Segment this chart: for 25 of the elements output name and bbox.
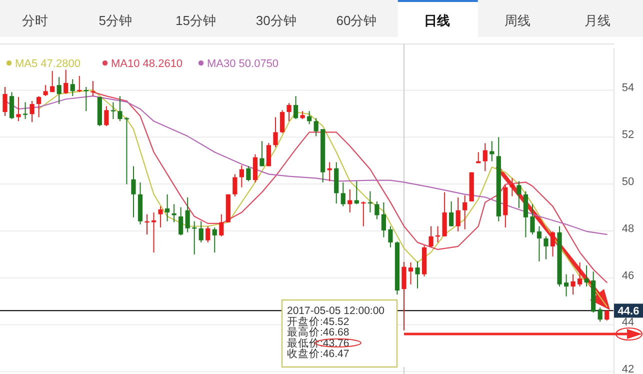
ref-line-label: 44.6 <box>618 306 640 318</box>
legend-label: MA5 47.2800 <box>15 58 80 70</box>
text: 60分钟 <box>336 13 377 28</box>
y-tick-label: 44 <box>622 316 634 329</box>
legend-label: MA30 50.0750 <box>207 58 279 70</box>
annotation: 开盘价:45.52 <box>287 316 350 328</box>
text: 15分钟 <box>176 13 216 28</box>
text: 周线 <box>504 13 530 28</box>
annotation: 收盘价:46.47 <box>287 348 350 360</box>
annotation: 最低价:43.76 <box>287 337 350 350</box>
y-tick-label: 50 <box>622 176 634 188</box>
text: 30分钟 <box>256 13 296 28</box>
legend-label: MA10 48.2610 <box>111 58 183 70</box>
y-tick-label: 52 <box>622 129 634 142</box>
text: 5分钟 <box>98 13 132 28</box>
line-series <box>92 92 608 284</box>
text: 月线 <box>584 13 611 28</box>
y-tick-label: 46 <box>622 270 634 282</box>
y-tick-label: 54 <box>622 82 634 94</box>
y-tick-label: 42 <box>622 364 634 374</box>
y-tick-label: 48 <box>622 222 634 235</box>
text: 日线 <box>424 13 450 28</box>
annotation: 最高价:46.68 <box>287 326 350 339</box>
annotation: 2017-05-05 12:00:00 <box>287 305 385 317</box>
text: 分时 <box>22 13 48 28</box>
